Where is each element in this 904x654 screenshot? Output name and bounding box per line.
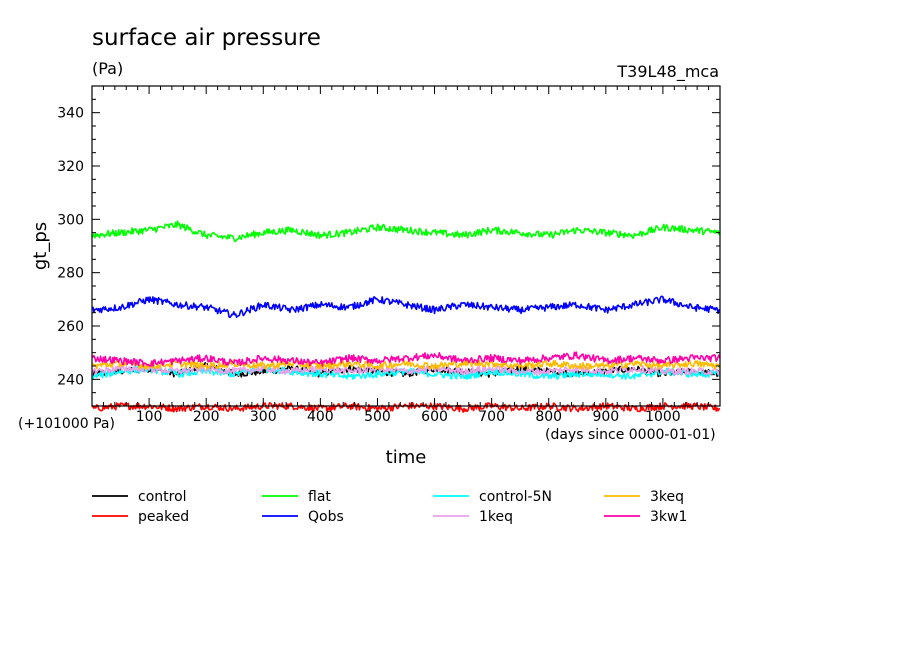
y-tick-label: 320	[57, 159, 84, 175]
chart-title: surface air pressure	[92, 25, 321, 51]
y-tick-label: 240	[57, 372, 84, 388]
series-layer	[91, 220, 721, 413]
series-line-1keq	[91, 364, 721, 376]
legend-label-flat: flat	[308, 489, 331, 505]
legend-label-3kw1: 3kw1	[650, 509, 687, 525]
legend-label-control-5N: control-5N	[479, 489, 552, 505]
y-axis-label: gt_ps	[30, 222, 51, 270]
x-tick-label: 100	[136, 409, 163, 425]
y-tick-label: 280	[57, 266, 84, 282]
run-label: T39L48_mca	[616, 62, 719, 82]
x-axis-label: time	[386, 447, 427, 468]
legend-label-peaked: peaked	[138, 509, 189, 525]
legend-label-control: control	[138, 489, 187, 505]
chart-units: (Pa)	[92, 59, 123, 78]
tick-layer: 240 260 280 300 320 340 100 200 300 400 500 600 700 8…	[57, 85, 720, 425]
x-tick-label: 800	[535, 409, 562, 425]
x-tick-label: 200	[193, 409, 220, 425]
x-offset-label: (+101000 Pa)	[18, 416, 115, 432]
x-tick-label: 700	[478, 409, 505, 425]
series-line-peaked	[91, 401, 721, 413]
series-line-3keq	[91, 359, 721, 371]
x-tick-label: 500	[364, 409, 391, 425]
legend: control peaked flat Qobs control-5N 1keq 3keq 3…	[92, 489, 687, 525]
legend-label-Qobs: Qobs	[308, 509, 344, 525]
y-tick-label: 300	[57, 212, 84, 228]
series-line-Qobs	[91, 295, 721, 319]
x-tick-label: 1000	[645, 409, 681, 425]
series-line-3kw1	[91, 351, 721, 367]
legend-label-1keq: 1keq	[479, 509, 513, 525]
x-units-label: (days since 0000-01-01)	[545, 427, 716, 443]
y-tick-label: 260	[57, 319, 84, 335]
plot-frame	[91, 85, 721, 407]
x-tick-label: 900	[592, 409, 619, 425]
x-tick-label: 300	[250, 409, 277, 425]
legend-label-3keq: 3keq	[650, 489, 684, 505]
x-tick-label: 400	[307, 409, 334, 425]
series-line-flat	[91, 220, 721, 243]
x-tick-label: 600	[421, 409, 448, 425]
y-tick-label: 340	[57, 106, 84, 122]
